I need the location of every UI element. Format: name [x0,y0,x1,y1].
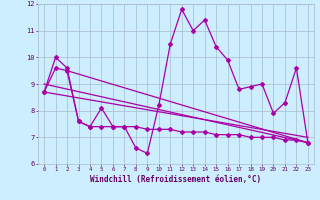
X-axis label: Windchill (Refroidissement éolien,°C): Windchill (Refroidissement éolien,°C) [91,175,261,184]
